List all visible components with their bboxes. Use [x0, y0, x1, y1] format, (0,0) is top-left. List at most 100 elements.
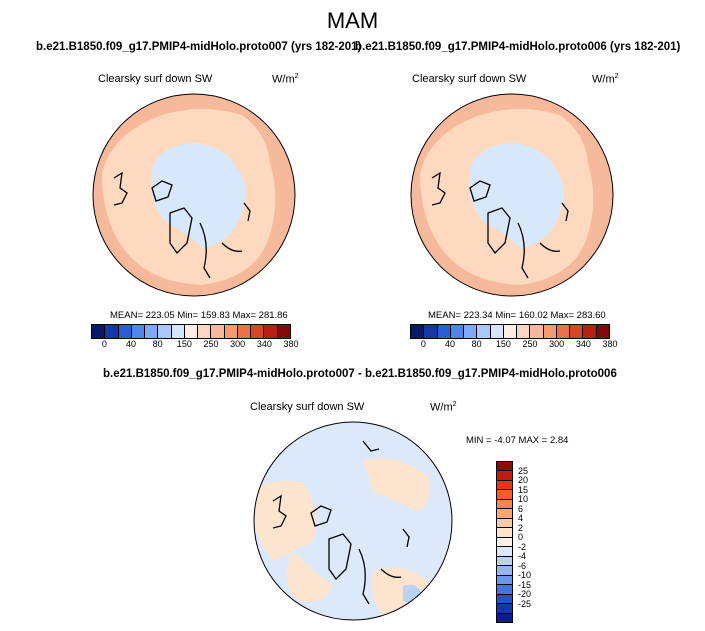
diff-colorbar-tick-label: 0: [518, 532, 524, 543]
diff-panel-units: W/m2: [430, 401, 457, 414]
colorbar-cell: [464, 325, 478, 338]
colorbar-cell: [583, 325, 597, 338]
colorbar-tick-label: 250: [203, 339, 219, 349]
colorbar-tick-label: 0: [420, 339, 426, 349]
diff-colorbar-cell: [497, 471, 512, 481]
diff-colorbar-tick-label: -4: [518, 551, 527, 562]
diff-panel-units-base: W/m: [430, 401, 453, 414]
diff-colorbar-tick-label: -6: [518, 560, 527, 571]
panel-2-colorbar-labels: 0 40 80 150 250 300 340 380: [410, 339, 618, 351]
diff-colorbar-tick-label: -10: [518, 570, 532, 581]
panel-2-arctic-region: [469, 143, 564, 248]
colorbar-tick-label: 380: [283, 339, 299, 349]
colorbar-cell: [450, 325, 465, 338]
colorbar-cell: [184, 325, 199, 338]
colorbar-cell: [570, 325, 584, 338]
diff-colorbar-cell: [497, 575, 512, 586]
diff-colorbar-tick-label: 20: [518, 475, 529, 486]
colorbar-cell: [211, 325, 225, 338]
panel-1-units: W/m2: [272, 73, 299, 86]
diff-panel-stats: MIN = -4.07 MAX = 2.84: [466, 435, 569, 446]
diff-colorbar-cell: [497, 518, 512, 529]
colorbar-cell: [596, 325, 609, 338]
diff-colorbar-cell: [497, 556, 512, 567]
diff-colorbar-tick-label: -25: [518, 598, 532, 609]
diff-colorbar-tick-label: -20: [518, 589, 532, 600]
colorbar-tick-label: 80: [152, 339, 163, 349]
panel-2-stats: MEAN= 223.34 Min= 160.02 Max= 283.60: [428, 310, 606, 321]
diff-colorbar-cell: [497, 594, 512, 605]
panel-1-coastlines: [113, 171, 251, 279]
diff-colorbar-cell: [497, 490, 512, 500]
colorbar-cell: [118, 325, 132, 338]
diff-colorbar-tick-label: 4: [518, 513, 524, 524]
colorbar-cell: [503, 325, 518, 338]
panel-2-coastlines: [431, 171, 569, 279]
panel-1-arctic-region: [151, 143, 246, 248]
diff-panel-units-exp: 2: [452, 401, 457, 408]
diff-peach-southwest: [286, 551, 333, 602]
colorbar-cell: [171, 325, 185, 338]
panel-1-units-exp: 2: [294, 73, 299, 80]
colorbar-cell: [264, 325, 278, 338]
colorbar-tick-label: 150: [495, 339, 511, 349]
diff-peach-northeast: [363, 458, 430, 511]
diff-colorbar-tick-label: -15: [518, 579, 532, 590]
diff-panel-map: [253, 421, 453, 621]
panel-2-variable-label: Clearsky surf down SW: [412, 73, 527, 85]
diff-colorbar-cell: [497, 613, 512, 622]
colorbar-cell: [131, 325, 146, 338]
colorbar-cell: [437, 325, 451, 338]
diff-colorbar-cell: [497, 566, 512, 576]
diff-peach-west: [254, 480, 317, 561]
colorbar-tick-label: 150: [176, 339, 192, 349]
colorbar-cell: [477, 325, 491, 338]
colorbar-cell: [530, 325, 544, 338]
colorbar-tick-label: 80: [471, 339, 482, 349]
panel-2-map: [410, 93, 614, 297]
diff-colorbar-cell: [497, 499, 512, 510]
diff-colorbar-cell: [497, 528, 512, 538]
diff-colorbar-cell: [497, 480, 512, 491]
panel-2-units-exp: 2: [614, 73, 619, 80]
panel-1-stats: MEAN= 223.05 Min= 159.83 Max= 281.86: [110, 310, 288, 321]
panel-1-map-border: [92, 93, 296, 297]
diff-colorbar-tick-label: 2: [518, 522, 524, 533]
colorbar-cell: [517, 325, 531, 338]
colorbar-tick-label: 340: [256, 339, 272, 349]
colorbar-tick-label: 0: [101, 339, 107, 349]
colorbar-cell: [145, 325, 159, 338]
diff-colorbar-cell: [497, 509, 512, 519]
colorbar-cell: [198, 325, 212, 338]
diff-peach-southeast: [371, 567, 428, 616]
colorbar-cell: [251, 325, 265, 338]
colorbar-cell: [411, 325, 425, 338]
panel-2-map-border: [410, 93, 614, 297]
colorbar-tick-label: 300: [230, 339, 246, 349]
diff-colorbar-tick-label: 15: [518, 484, 529, 495]
diff-panel-map-border: [253, 421, 453, 621]
colorbar-cell: [424, 325, 438, 338]
diff-colorbar-tick-label: -2: [518, 541, 527, 552]
colorbar-cell: [556, 325, 571, 338]
diff-colorbar-cell: [497, 462, 512, 472]
colorbar-cell: [158, 325, 172, 338]
panel-1-case-title: b.e21.B1850.f09_g17.PMIP4-midHolo.proto0…: [36, 41, 362, 53]
diff-colorbar-tick-label: 10: [518, 494, 529, 505]
colorbar-tick-label: 250: [522, 339, 538, 349]
panel-2-units: W/m2: [592, 73, 619, 86]
diff-colorbar-tick-label: 25: [518, 465, 529, 476]
diff-colorbar: [496, 461, 513, 623]
colorbar-tick-label: 40: [125, 339, 137, 349]
diff-panel-coastlines: [272, 440, 410, 605]
diff-panel-title: b.e21.B1850.f09_g17.PMIP4-midHolo.proto0…: [103, 368, 617, 380]
panel-2-colorbar: [410, 324, 610, 339]
colorbar-cell: [237, 325, 252, 338]
diff-panel-variable-label: Clearsky surf down SW: [250, 401, 365, 413]
panel-1-variable-label: Clearsky surf down SW: [98, 73, 213, 85]
panel-2-case-title: b.e21.B1850.f09_g17.PMIP4-midHolo.proto0…: [355, 41, 681, 53]
diff-colorbar-cell: [497, 585, 512, 595]
panel-1-colorbar-labels: 0 40 80 150 250 300 340 380: [91, 339, 299, 351]
panel-2-units-base: W/m: [592, 73, 615, 86]
colorbar-tick-label: 40: [444, 339, 456, 349]
